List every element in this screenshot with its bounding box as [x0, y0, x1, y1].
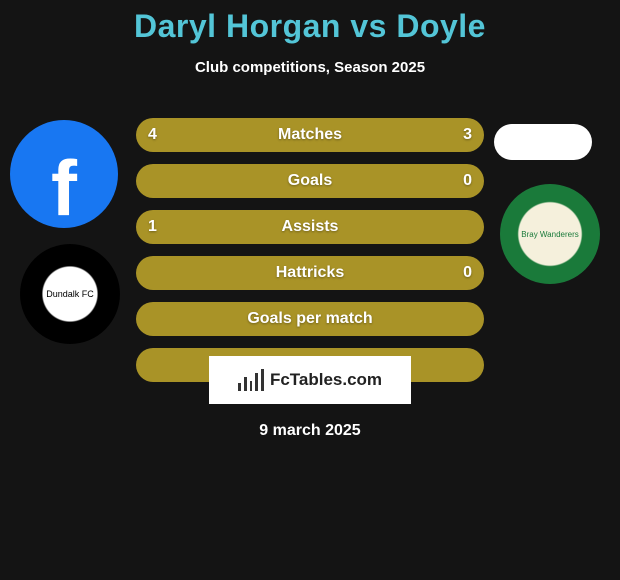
stat-row: Hattricks 0	[136, 256, 484, 290]
stat-value-right: 0	[463, 172, 472, 190]
stat-label: Hattricks	[276, 264, 344, 282]
stat-label: Assists	[282, 218, 339, 236]
facebook-icon: f	[51, 143, 77, 229]
club-badge-right-label: Bray Wanderers	[521, 230, 579, 239]
club-badge-left-label: Dundalk FC	[46, 289, 94, 299]
fctables-logo-icon	[238, 369, 264, 391]
player-photo-right	[494, 124, 592, 160]
stat-label: Matches	[278, 126, 342, 144]
fctables-label: FcTables.com	[270, 370, 382, 390]
stat-value-left: 4	[148, 126, 157, 144]
stat-row: 1 Assists	[136, 210, 484, 244]
stat-label: Goals per match	[247, 310, 372, 328]
stat-value-right: 3	[463, 126, 472, 144]
comparison-subtitle: Club competitions, Season 2025	[0, 59, 620, 76]
player-photo-left: f	[10, 120, 118, 228]
stat-row: 4 Matches 3	[136, 118, 484, 152]
club-badge-left: Dundalk FC	[20, 244, 120, 344]
stat-value-right: 0	[463, 264, 472, 282]
date-text: 9 march 2025	[0, 422, 620, 440]
fctables-badge[interactable]: FcTables.com	[209, 356, 411, 404]
stat-row: Goals 0	[136, 164, 484, 198]
club-badge-right: Bray Wanderers	[500, 184, 600, 284]
comparison-title: Daryl Horgan vs Doyle	[0, 0, 620, 45]
stats-container: 4 Matches 3 Goals 0 1 Assists Hattricks 0 Goals p…	[136, 118, 484, 394]
stat-label: Goals	[288, 172, 332, 190]
stat-value-left: 1	[148, 218, 157, 236]
stat-row: Goals per match	[136, 302, 484, 336]
